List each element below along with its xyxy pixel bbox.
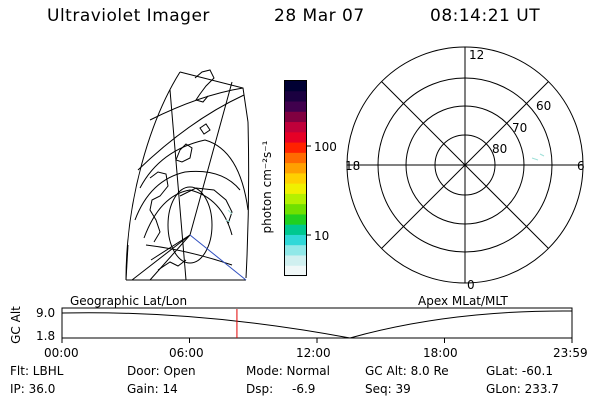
dsp-label: Dsp: (246, 382, 274, 396)
gc-alt-status: GC Alt: 8.0 Re (365, 364, 449, 378)
colorbar-stripe (285, 91, 306, 103)
colorbar-stripe (285, 245, 306, 257)
colorbar-stripe (285, 101, 306, 113)
time-label: 08:14:21 UT (430, 6, 541, 26)
colorbar-stripe (285, 81, 306, 92)
colorbar-stripe (285, 111, 306, 123)
mlt-label-6: 6 (577, 159, 585, 173)
xtick-1800: 18:00 (423, 346, 458, 360)
colorbar-stripe (285, 122, 306, 133)
colorbar-stripe (285, 183, 306, 195)
colorbar-stripe (285, 152, 306, 164)
mlat-label-70: 70 (512, 121, 527, 135)
colorbar-stripe (285, 224, 306, 236)
apex-label: Apex MLat/MLT (418, 294, 508, 308)
xtick-0000: 00:00 (44, 346, 79, 360)
mlt-label-12: 12 (469, 48, 484, 62)
ip-status: IP: 36.0 (10, 382, 56, 396)
colorbar-tick-100: 100 (314, 140, 337, 154)
mlat-label-60: 60 (536, 99, 551, 113)
colorbar-stripe (285, 234, 306, 246)
colorbar-stripe (285, 132, 306, 144)
colorbar (284, 80, 311, 277)
door-status: Door: Open (127, 364, 196, 378)
filter-status: Flt: LBHL (10, 364, 64, 378)
colorbar-tick-10: 10 (314, 229, 330, 243)
geographic-label: Geographic Lat/Lon (70, 294, 188, 308)
colorbar-stripe (285, 255, 306, 267)
ytick-9: 9.0 (36, 306, 56, 320)
date-label: 28 Mar 07 (274, 6, 365, 26)
mlt-label-18: 18 (345, 159, 360, 173)
mlat-label-80: 80 (492, 142, 507, 156)
xtick-2359: 23:59 (553, 346, 588, 360)
colorbar-stripe (285, 204, 306, 216)
xtick-0600: 06:00 (169, 346, 204, 360)
gain-status: Gain: 14 (127, 382, 178, 396)
mlt-label-0: 0 (467, 278, 475, 292)
colorbar-stripe (285, 193, 306, 205)
glon-status: GLon: 233.7 (486, 382, 559, 396)
colorbar-stripe (285, 142, 306, 154)
ytick-1.8: 1.8 (36, 329, 56, 343)
xtick-1200: 12:00 (296, 346, 331, 360)
glat-status: GLat: -60.1 (486, 364, 553, 378)
colorbar-stripe (285, 173, 306, 185)
dsp-value: -6.9 (292, 382, 316, 396)
colorbar-stripe (285, 163, 306, 174)
mode-status: Mode: Normal (246, 364, 330, 378)
colorbar-stripe (285, 265, 306, 277)
app-title: Ultraviolet Imager (47, 6, 210, 26)
colorbar-stripe (285, 214, 306, 226)
seq-status: Seq: 39 (365, 382, 411, 396)
